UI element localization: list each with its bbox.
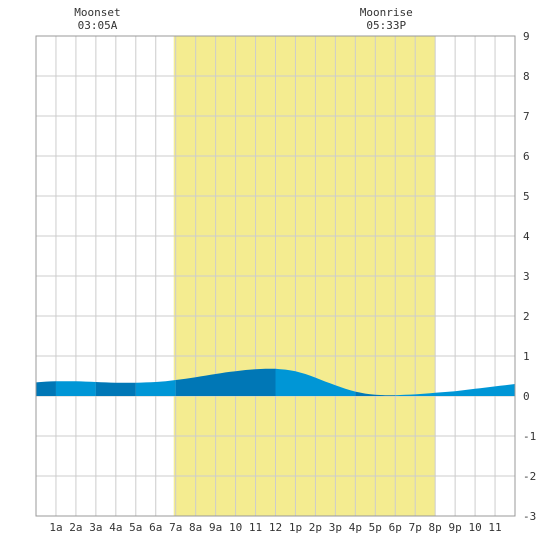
x-tick-label: 11 [249,521,262,534]
tide-area-segment [95,382,136,396]
y-tick-label: 3 [523,270,530,283]
y-tick-label: 9 [523,30,530,43]
x-tick-label: 7a [169,521,182,534]
moon-event-title: Moonset [74,6,120,19]
x-tick-label: 10 [229,521,242,534]
x-tick-label: 5p [369,521,382,534]
x-tick-label: 6a [149,521,162,534]
y-tick-label: -3 [523,510,536,523]
x-tick-label: 2a [69,521,82,534]
y-tick-label: 4 [523,230,530,243]
x-tick-label: 6p [389,521,402,534]
x-tick-label: 4a [109,521,122,534]
x-tick-label: 2p [309,521,322,534]
x-tick-label: 7p [409,521,422,534]
moon-event-time: 05:33P [366,19,406,32]
x-tick-label: 11 [488,521,501,534]
moon-event-title: Moonrise [360,6,413,19]
x-tick-label: 9a [209,521,222,534]
y-tick-label: 5 [523,190,530,203]
y-tick-label: 7 [523,110,530,123]
y-tick-label: 8 [523,70,530,83]
y-tick-label: 1 [523,350,530,363]
x-tick-label: 5a [129,521,142,534]
x-tick-label: 8a [189,521,202,534]
y-tick-label: -2 [523,470,536,483]
y-tick-label: 0 [523,390,530,403]
tide-area-segment [55,381,96,396]
x-tick-label: 10 [468,521,481,534]
moon-event-time: 03:05A [78,19,118,32]
x-tick-label: 1p [289,521,302,534]
tide-area-segment [36,381,56,396]
x-tick-label: 4p [349,521,362,534]
tide-area-segment [275,368,356,396]
x-tick-label: 1a [49,521,62,534]
x-tick-label: 3a [89,521,102,534]
y-tick-label: -1 [523,430,536,443]
x-tick-label: 3p [329,521,342,534]
x-tick-label: 12 [269,521,282,534]
tide-area-segment [355,391,396,396]
plot-frame [35,35,516,517]
tide-area-segment [175,368,276,396]
y-tick-label: 6 [523,150,530,163]
y-tick-label: 2 [523,310,530,323]
tide-area-segment [135,380,176,396]
tide-area-segment [395,384,515,396]
x-tick-label: 9p [449,521,462,534]
x-tick-label: 8p [429,521,442,534]
